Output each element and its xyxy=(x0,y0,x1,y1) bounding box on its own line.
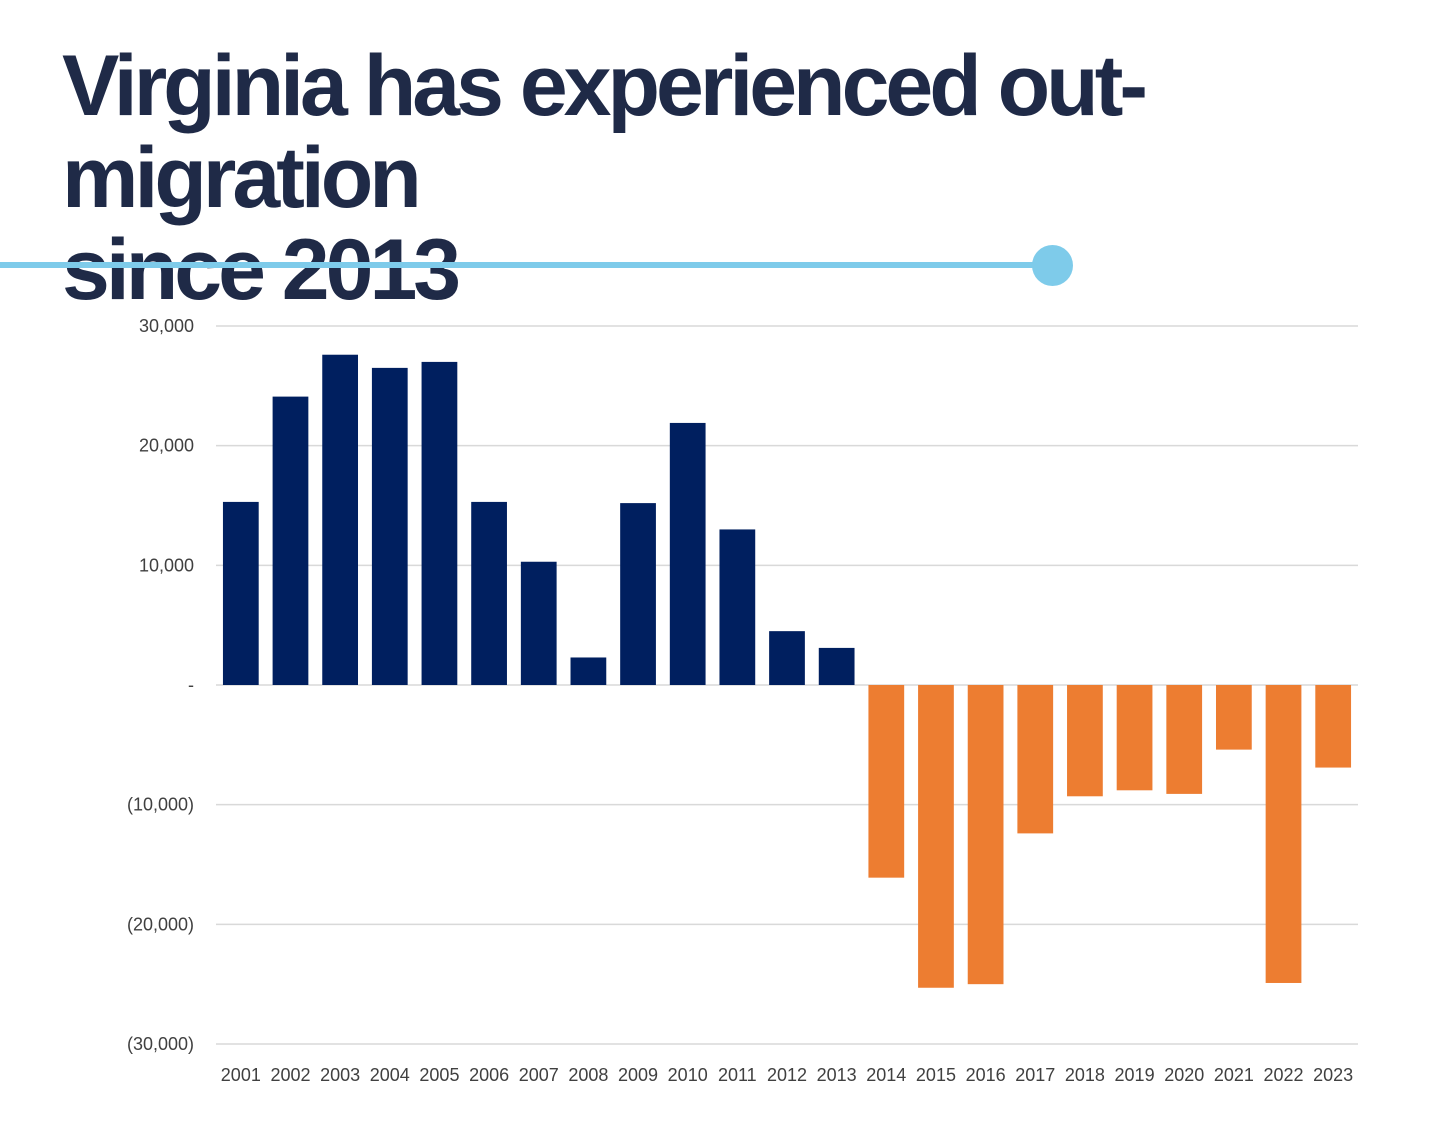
x-tick-label: 2002 xyxy=(270,1065,310,1085)
y-tick-label: (30,000) xyxy=(127,1034,194,1054)
x-tick-label: 2009 xyxy=(618,1065,658,1085)
x-tick-label: 2014 xyxy=(866,1065,906,1085)
x-tick-label: 2017 xyxy=(1015,1065,1055,1085)
y-axis-tick-labels: 30,000 20,000 10,000 - (10,000) (20,000) (30,0… xyxy=(127,316,194,1054)
bar-2011 xyxy=(719,529,756,685)
bar-2005 xyxy=(421,361,458,685)
x-tick-label: 2008 xyxy=(568,1065,608,1085)
bar-2008 xyxy=(570,657,607,685)
x-tick-label: 2007 xyxy=(519,1065,559,1085)
y-tick-label: (10,000) xyxy=(127,795,194,815)
y-tick-label: 30,000 xyxy=(139,316,194,336)
x-tick-label: 2011 xyxy=(718,1065,757,1085)
y-tick-label: 10,000 xyxy=(139,555,194,575)
x-tick-label: 2012 xyxy=(767,1065,807,1085)
bar-2002 xyxy=(272,396,309,685)
migration-bar-chart: 30,000 20,000 10,000 - (10,000) (20,000) (30,0… xyxy=(127,316,1358,1085)
bar-2012 xyxy=(769,631,805,685)
bar-2021 xyxy=(1215,685,1252,750)
chart-title-line-2: since 2013 xyxy=(62,222,461,318)
title-divider-dot xyxy=(1032,245,1073,286)
bar-2015 xyxy=(918,685,954,988)
x-tick-label: 2020 xyxy=(1164,1065,1204,1085)
bar-2013 xyxy=(818,647,855,685)
bar-2004 xyxy=(371,367,408,685)
x-tick-label: 2019 xyxy=(1115,1065,1155,1085)
bar-2009 xyxy=(620,503,656,685)
x-tick-label: 2023 xyxy=(1313,1065,1353,1085)
x-tick-label: 2010 xyxy=(668,1065,708,1085)
x-tick-label: 2003 xyxy=(320,1065,360,1085)
title-divider-line xyxy=(0,262,1052,268)
x-tick-label: 2018 xyxy=(1065,1065,1105,1085)
bars xyxy=(222,354,1352,988)
y-tick-label: - xyxy=(188,675,194,695)
bar-2018 xyxy=(1067,685,1103,797)
bar-2014 xyxy=(868,685,905,878)
bar-2022 xyxy=(1265,685,1302,983)
chart-title-line-1: Virginia has experienced out-migration xyxy=(62,38,1148,226)
bar-2001 xyxy=(222,501,259,685)
x-tick-label: 2001 xyxy=(221,1065,261,1085)
bar-2016 xyxy=(967,685,1004,985)
bar-2003 xyxy=(322,354,359,685)
x-tick-label: 2015 xyxy=(916,1065,956,1085)
x-tick-label: 2022 xyxy=(1263,1065,1303,1085)
x-tick-label: 2004 xyxy=(370,1065,410,1085)
x-axis-tick-labels: 2001 2002 2003 2004 2005 2006 2007 2008 2009 2010… xyxy=(221,1065,1353,1085)
bar-2007 xyxy=(520,561,557,685)
bar-2006 xyxy=(471,501,507,685)
bar-2023 xyxy=(1315,685,1352,768)
x-tick-label: 2016 xyxy=(966,1065,1006,1085)
chart-title: Virginia has experienced out-migration s… xyxy=(62,40,1442,316)
x-tick-label: 2013 xyxy=(817,1065,857,1085)
y-tick-label: 20,000 xyxy=(139,436,194,456)
x-tick-label: 2005 xyxy=(419,1065,459,1085)
x-tick-label: 2021 xyxy=(1214,1065,1254,1085)
x-tick-label: 2006 xyxy=(469,1065,509,1085)
bar-2019 xyxy=(1116,685,1153,791)
bar-2017 xyxy=(1017,685,1054,834)
bar-2020 xyxy=(1166,685,1203,794)
bar-2010 xyxy=(669,422,706,685)
y-tick-label: (20,000) xyxy=(127,914,194,934)
